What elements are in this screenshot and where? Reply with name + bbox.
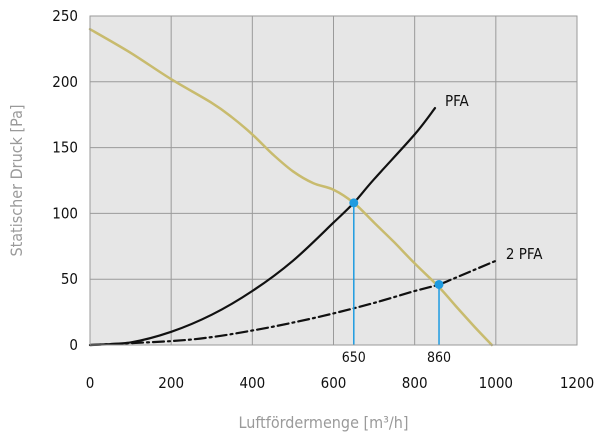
y-tick-label: 100: [52, 204, 78, 222]
series-label-pfa2: 2 PFA: [506, 245, 543, 263]
tick-labels: 0 200 400 600 800 1000 1200 0 50 100 150 200 250: [52, 7, 594, 392]
y-tick-label: 200: [52, 73, 78, 91]
plot-frame: [89, 15, 578, 346]
series-line-fan: [88, 27, 494, 347]
operating-point-marker-2: [434, 279, 444, 289]
x-tick-label: 1000: [479, 374, 513, 392]
y-tick-label: 0: [69, 336, 78, 354]
x-tick-label: 600: [321, 374, 347, 392]
series-line-pfa: [88, 107, 437, 347]
y-tick-label: 150: [52, 139, 78, 157]
x-tick-label: 800: [402, 374, 428, 392]
x-tick-label: 1200: [560, 374, 594, 392]
x-tick-label: 0: [86, 374, 95, 392]
series-label-pfa: PFA: [445, 92, 470, 110]
operating-points: 650 860: [342, 198, 451, 366]
y-tick-label: 250: [52, 7, 78, 25]
x-tick-label: 400: [239, 374, 265, 392]
operating-point-label-1: 650: [342, 350, 366, 366]
operating-point-marker-1: [349, 198, 359, 208]
x-tick-label: 200: [158, 374, 184, 392]
y-tick-label: 50: [61, 270, 78, 288]
x-axis-title: Luftfördermenge [m³/h]: [239, 413, 409, 432]
y-axis-title: Statischer Druck [Pa]: [7, 104, 26, 256]
operating-point-label-2: 860: [427, 350, 451, 366]
